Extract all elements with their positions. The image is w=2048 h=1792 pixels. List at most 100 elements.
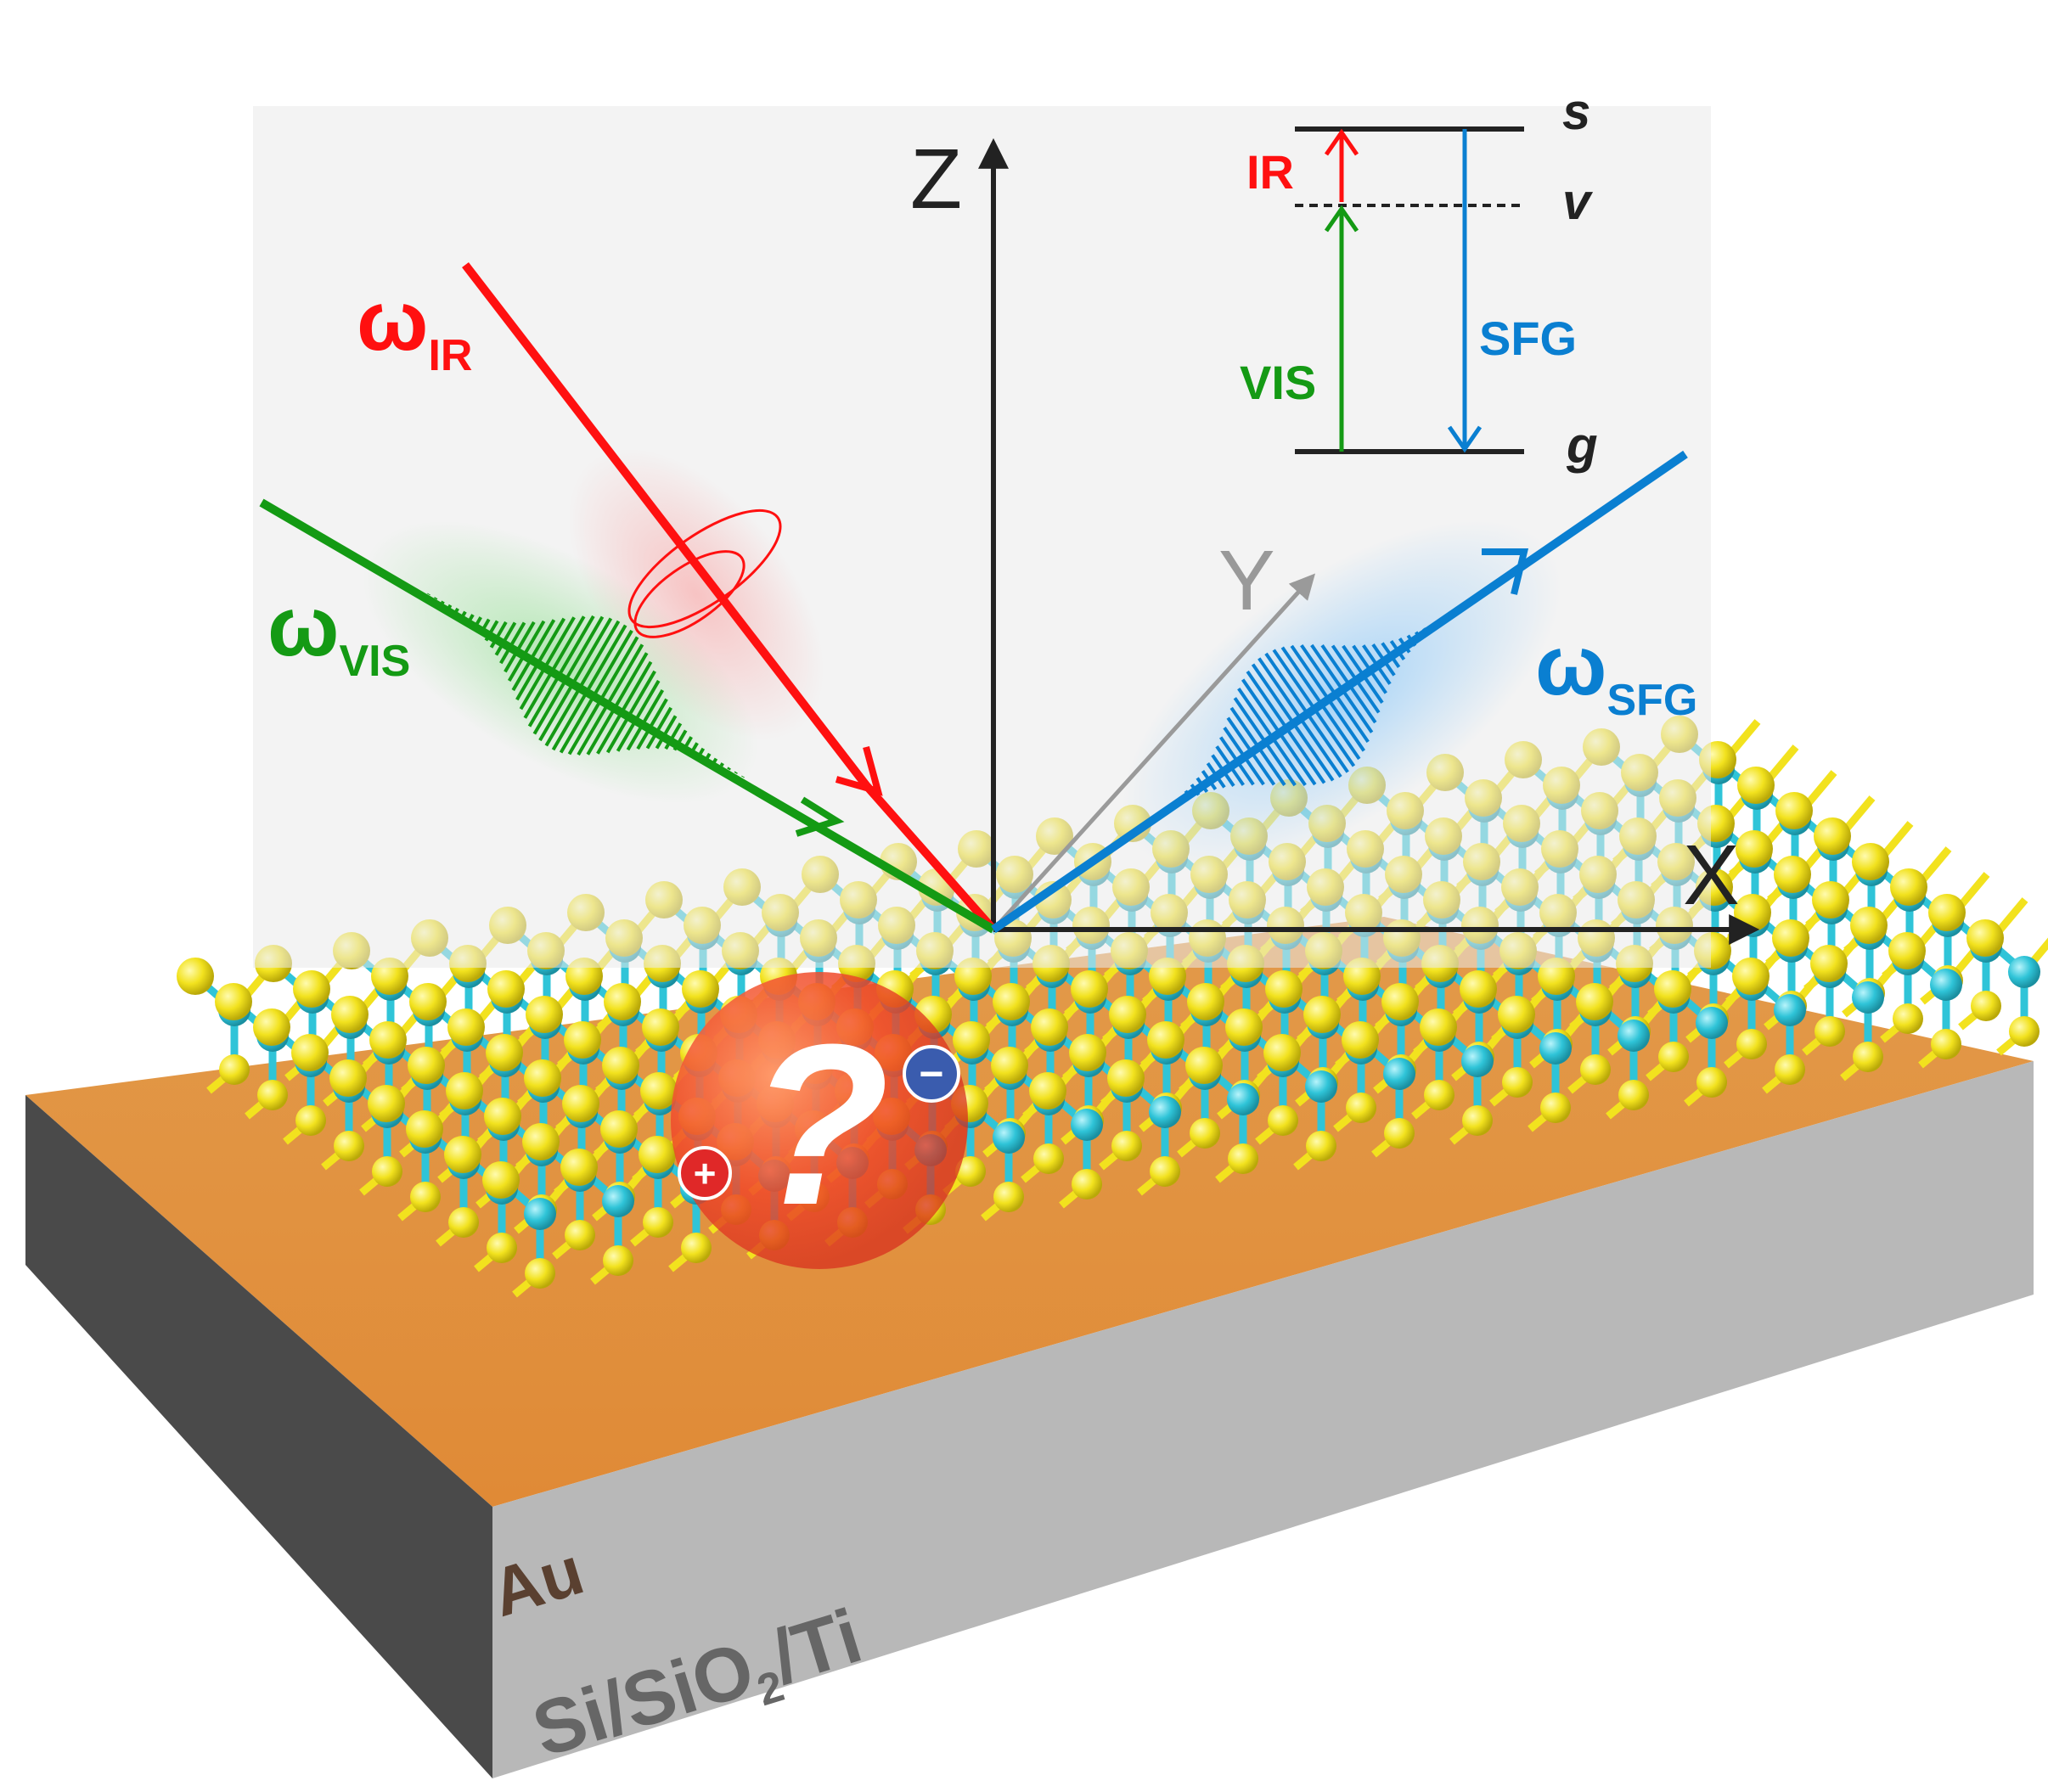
vis-wave-crest [551,624,627,751]
sfg-wave-crest [1310,643,1374,733]
sfg-wave-crest [1184,789,1192,800]
vis-wave-crest [719,762,724,767]
vis-wave-crest [577,643,644,756]
vis-wave-crest [655,715,678,750]
vis-wave-crest [499,621,526,665]
ir-omega-label: ωIR [357,273,472,380]
sulfur-atom [526,996,563,1033]
sulfur-atom [368,1085,405,1122]
vis-wave-crest [544,620,621,747]
sulfur-atom [410,1182,441,1212]
substrate-front-face [25,1095,492,1778]
sulfur-atom [1696,1067,1727,1098]
vis-wave-crest [605,670,656,754]
sulfur-atom [1966,919,2004,957]
sulfur-atom [1775,792,1813,829]
metal-atom [1774,994,1806,1026]
sulfur-atom [1971,991,2001,1021]
sulfur-atom [406,1110,443,1148]
metal-atom [1539,1032,1572,1065]
sfg-wave-crest [1264,652,1349,773]
vis-omega-label: ωVIS [267,579,410,686]
sulfur-atom [1498,996,1535,1033]
sulfur-atom [1268,1105,1298,1136]
sulfur-atom [334,1131,364,1161]
sulfur-atom [482,1161,520,1199]
sulfur-atom [448,1207,479,1238]
vis-wave-crest [515,617,566,701]
sulfur-atom [1502,1067,1533,1098]
sfg-wave-crest [1459,605,1462,609]
sulfur-atom [1580,1054,1611,1085]
metal-atom [602,1185,634,1217]
sulfur-atom [1893,1003,1923,1034]
sulfur-atom [1185,1047,1223,1084]
sfg-wave-crest [1342,644,1384,704]
sfg-wavepacket [1145,605,1462,825]
vis-beam: ωVIS [259,498,996,934]
sulfur-atom [1190,1118,1220,1149]
sfg-transition-label: SFG [1479,312,1577,365]
sfg-wave-crest [1178,795,1184,803]
sulfur-atom [487,1233,517,1263]
sfg-wave-crest [1272,649,1356,767]
sulfur-atom [1462,1105,1493,1136]
sulfur-atom [1029,1072,1066,1109]
sulfur-atom [1384,1118,1415,1149]
vis-wave-crest [494,621,517,656]
sulfur-atom [329,1059,367,1097]
metal-atom [1461,1045,1494,1077]
energy-level-diagram: s v g IR VIS SFG [1240,83,1598,474]
sulfur-atom [447,1008,485,1046]
sfg-wave-crest [1429,623,1436,629]
sulfur-atom [1342,1021,1379,1059]
sulfur-atom [1732,958,1769,995]
sfg-wave-crest [1145,822,1148,825]
sulfur-atom [409,983,447,1020]
sulfur-atom [955,1156,986,1187]
sfg-wave-crest [1229,706,1286,786]
sulfur-atom [1852,843,1889,880]
vis-wave-crest [460,610,467,619]
charge-bubble: ? + − [671,972,968,1269]
metal-atom [2008,956,2040,988]
sulfur-atom [564,1021,601,1059]
sulfur-atom [953,1021,990,1059]
metal-atom [524,1198,556,1230]
metal-atom [1383,1058,1415,1090]
sulfur-atom [682,970,719,1008]
sulfur-atom [603,1245,633,1276]
level-v-label: v [1562,173,1594,230]
sfg-omega-symbol: ω [1535,618,1606,713]
sfg-wave-crest [1320,644,1377,724]
vis-wave-crest [734,771,738,774]
sfg-wave-crest [1280,646,1361,761]
sfg-omega-label: ωSFG [1535,618,1697,725]
sulfur-atom [1109,996,1146,1033]
sfg-wave-crest [1422,627,1429,635]
sulfur-atom [1658,1042,1689,1072]
sulfur-atom [1736,830,1773,868]
sulfur-atom [1618,1080,1649,1110]
sulfur-atom [562,1085,599,1122]
sulfur-atom [993,1182,1024,1212]
sfg-wave-crest [1237,687,1307,787]
sfg-wave-crest [1211,754,1235,787]
minus-charge-sign: − [919,1050,943,1098]
vis-wave-crest [507,620,546,683]
vis-wave-crest [532,615,605,735]
sulfur-atom [408,1047,445,1084]
y-axis [992,573,1316,931]
sulfur-atom [1812,881,1849,918]
sulfur-atom [565,1220,595,1250]
sulfur-atom [1850,907,1888,944]
sfg-wave-crest [1371,643,1396,677]
sulfur-atom [1071,970,1108,1008]
vis-wave-crest [466,614,475,624]
ir-beam: ωIR [357,261,997,933]
sulfur-atom [1150,1156,1180,1187]
metal-atom [1071,1109,1103,1141]
sfg-wave-crest [1257,657,1342,778]
sulfur-atom [1265,970,1303,1008]
sulfur-atom [642,1008,679,1046]
